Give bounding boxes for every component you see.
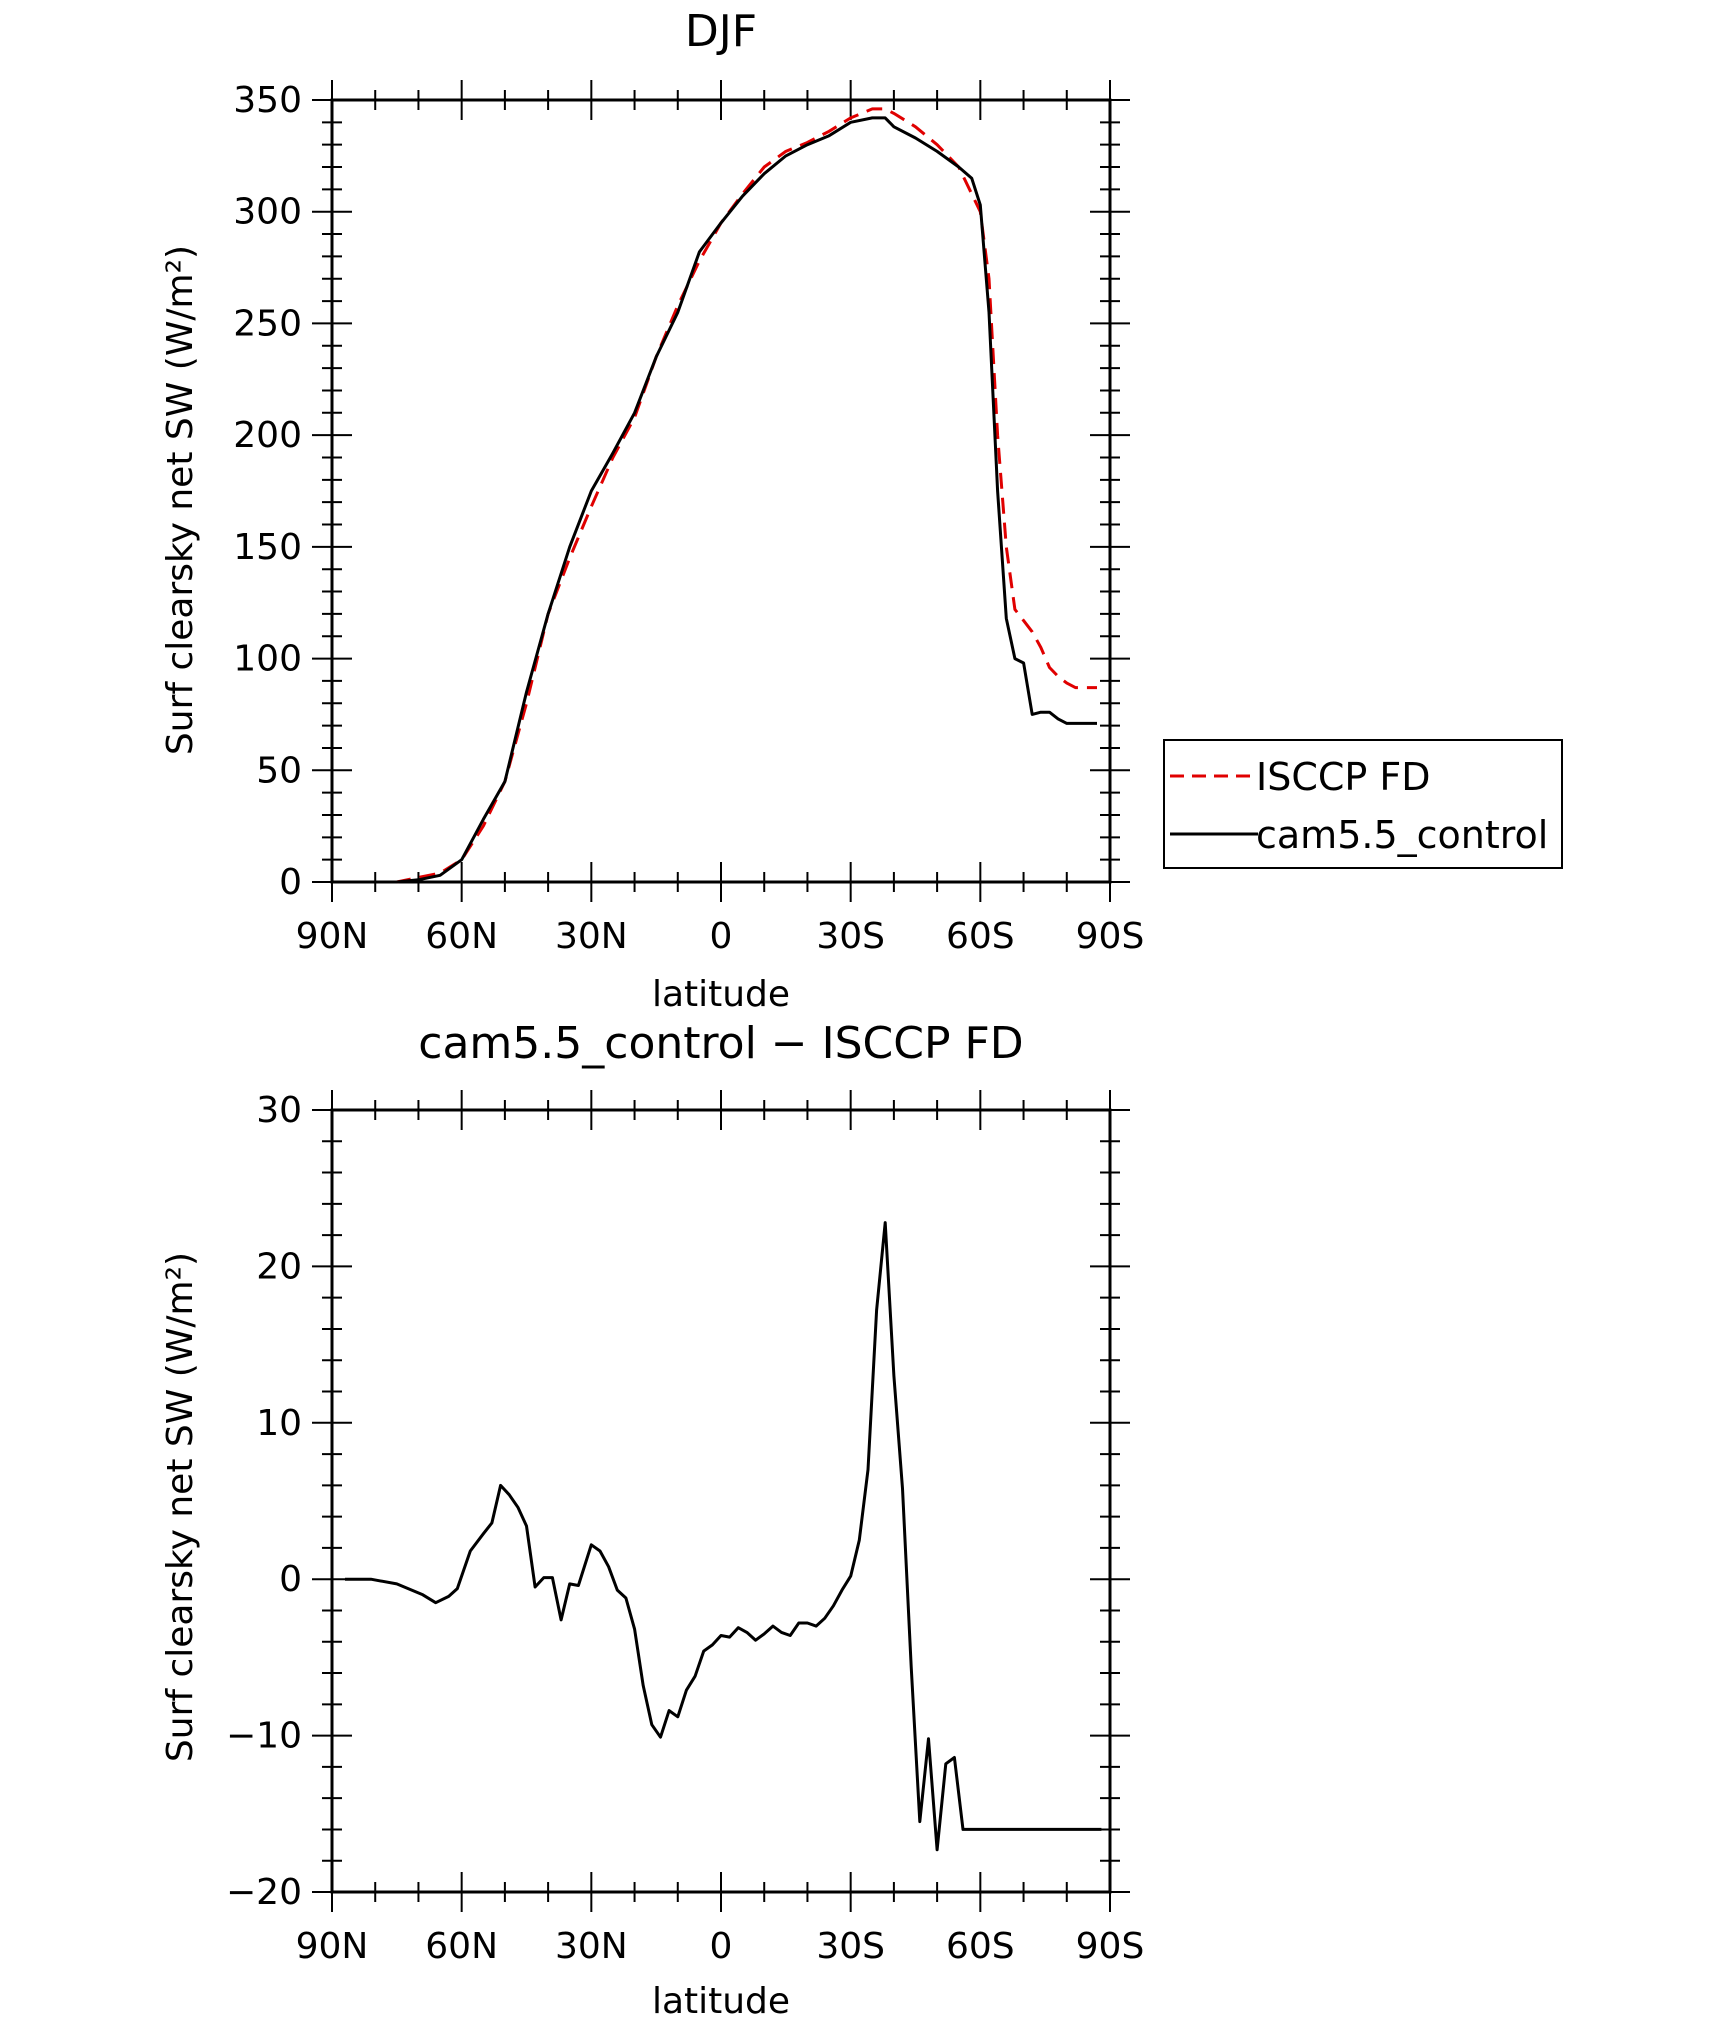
y-tick-label: 150 — [233, 527, 302, 568]
y-tick-label: 20 — [256, 1246, 302, 1287]
x-tick-label: 60N — [425, 916, 498, 957]
plot-frame — [330, 98, 1112, 884]
x-tick-label: 90N — [296, 916, 369, 957]
x-tick-label: 0 — [710, 1926, 733, 1967]
y-tick-label: 10 — [256, 1403, 302, 1444]
x-tick-label: 90S — [1076, 1926, 1145, 1967]
bottom-y-axis-label: Surf clearsky net SW (W/m²) — [160, 1252, 201, 1762]
y-tick-label: 0 — [279, 1559, 302, 1600]
legend-entry-isccp: ISCCP FD — [1256, 755, 1431, 799]
x-tick-label: 0 — [710, 916, 733, 957]
top-chart-title: DJF — [685, 6, 757, 57]
y-tick-label: −20 — [226, 1872, 302, 1913]
x-tick-label: 30S — [816, 1926, 885, 1967]
bottom-plot-area: −20 −10 0 10 20 30 90N 60N 30N 0 30S 60S 90S — [226, 1090, 1144, 1967]
legend-box — [1163, 739, 1563, 869]
bottom-chart-title: cam5.5_control − ISCCP FD — [418, 1018, 1023, 1069]
series-line-isccp-fd — [345, 107, 1097, 884]
x-tick-label: 90S — [1076, 916, 1145, 957]
series-line-cam5-5-control — [345, 116, 1097, 884]
top-y-axis-label: Surf clearsky net SW (W/m²) — [160, 245, 201, 755]
x-tick-label: 30S — [816, 916, 885, 957]
legend-entry-cam: cam5.5_control — [1256, 813, 1548, 857]
legend: ISCCP FD cam5.5_control — [1163, 739, 1563, 869]
y-tick-label: −10 — [226, 1716, 302, 1757]
x-tick-label: 30N — [555, 1926, 628, 1967]
x-tick-label: 60S — [946, 1926, 1015, 1967]
y-tick-label: 300 — [233, 192, 302, 233]
y-tick-label: 0 — [279, 862, 302, 903]
y-tick-label: 200 — [233, 415, 302, 456]
y-tick-label: 350 — [233, 80, 302, 121]
bottom-panel: cam5.5_control − ISCCP FD −20 −10 0 10 20 30 9… — [160, 1018, 1144, 2022]
x-tick-label: 60S — [946, 916, 1015, 957]
y-tick-label: 30 — [256, 1090, 302, 1131]
plot-frame — [330, 1108, 1112, 1894]
top-x-axis-label: latitude — [652, 974, 790, 1015]
x-tick-label: 90N — [296, 1926, 369, 1967]
y-tick-label: 50 — [256, 750, 302, 791]
top-panel: DJF 0 50 100 150 200 250 300 350 90N 60N 30N 0 30S 60… — [160, 6, 1144, 1015]
bottom-x-axis-label: latitude — [652, 1981, 790, 2021]
series-line-difference — [345, 1221, 1102, 1852]
y-tick-label: 100 — [233, 639, 302, 680]
x-tick-label: 60N — [425, 1926, 498, 1967]
top-plot-area: 0 50 100 150 200 250 300 350 90N 60N 30N 0 30S 60S 90S — [233, 80, 1144, 957]
y-tick-label: 250 — [233, 303, 302, 344]
x-tick-label: 30N — [555, 916, 628, 957]
